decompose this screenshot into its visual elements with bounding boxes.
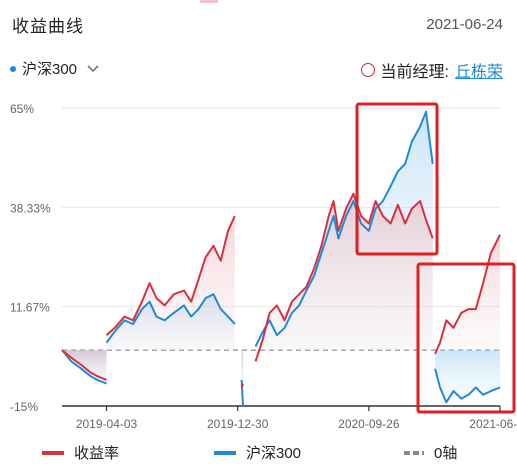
benchmark-dot-icon <box>10 65 16 72</box>
legend-label-index: 沪深300 <box>246 445 302 462</box>
fund-series-line <box>434 234 501 355</box>
manager-info: 当前经理: 丘栋荣 <box>360 58 503 82</box>
fund-area-fill <box>255 193 433 362</box>
fund-area-fill <box>435 234 500 354</box>
x-axis-ticks: 2019-04-03 2019-12-30 2020-09-26 2021-06-24 <box>76 406 517 431</box>
fund-area-fill <box>106 216 235 351</box>
page-title: 收益曲线 <box>12 17 84 36</box>
chart-grid <box>62 107 500 407</box>
fund-series-line <box>61 349 107 381</box>
fund-series-line <box>254 192 434 362</box>
index-series-line <box>105 293 236 344</box>
fund-series-line <box>240 383 244 388</box>
y-tick-label: -15% <box>10 400 38 414</box>
performance-chart: 65% 38.33% 11.67% -15% 2019-04-03 2019-12-30… <box>10 102 517 431</box>
legend-item-index: 沪深300 <box>214 442 301 463</box>
chart-series-lines <box>61 110 501 407</box>
legend-item-zero: 0轴 <box>404 442 457 463</box>
y-tick-label: 11.67% <box>10 301 50 315</box>
highlight-boxes <box>355 102 516 414</box>
manager-name-link[interactable]: 丘栋荣 <box>454 64 503 81</box>
x-tick-label: 2019-04-03 <box>76 417 138 431</box>
x-tick-label: 2021-06-24 <box>469 417 517 431</box>
manager-ring-icon <box>360 63 375 77</box>
benchmark-selector[interactable]: 沪深300 <box>10 58 99 79</box>
index-series-line <box>61 349 107 385</box>
legend-swatch-fund <box>42 450 64 455</box>
benchmark-label: 沪深300 <box>22 61 78 78</box>
fund-series-line <box>105 215 236 336</box>
legend-label-zero: 0轴 <box>434 445 458 462</box>
y-tick-label: 65% <box>10 102 34 116</box>
y-axis-ticks: 65% 38.33% 11.67% -15% <box>10 102 51 414</box>
fund-area-fill <box>62 350 107 380</box>
chart-area-fills <box>62 111 500 406</box>
chart-legend: 收益率 沪深300 0轴 <box>0 440 517 466</box>
legend-swatch-index <box>214 450 236 455</box>
legend-swatch-zero <box>404 450 424 455</box>
highlight-box-peak <box>355 102 439 256</box>
fund-area-fill <box>241 350 244 388</box>
x-tick-label: 2020-09-26 <box>338 417 400 431</box>
legend-item-fund: 收益率 <box>42 442 119 463</box>
date-label: 2021-06-24 <box>426 16 503 33</box>
x-tick-label: 2019-12-30 <box>207 417 269 431</box>
chevron-down-icon[interactable] <box>87 62 99 76</box>
manager-label: 当前经理: <box>380 64 449 81</box>
highlight-box-divergence <box>416 262 516 414</box>
top-accent-bar <box>200 0 218 3</box>
y-tick-label: 38.33% <box>10 201 51 215</box>
index-series-line <box>434 368 501 404</box>
index-series-line <box>254 110 434 347</box>
legend-label-fund: 收益率 <box>74 445 120 462</box>
index-area-fill <box>435 350 500 403</box>
